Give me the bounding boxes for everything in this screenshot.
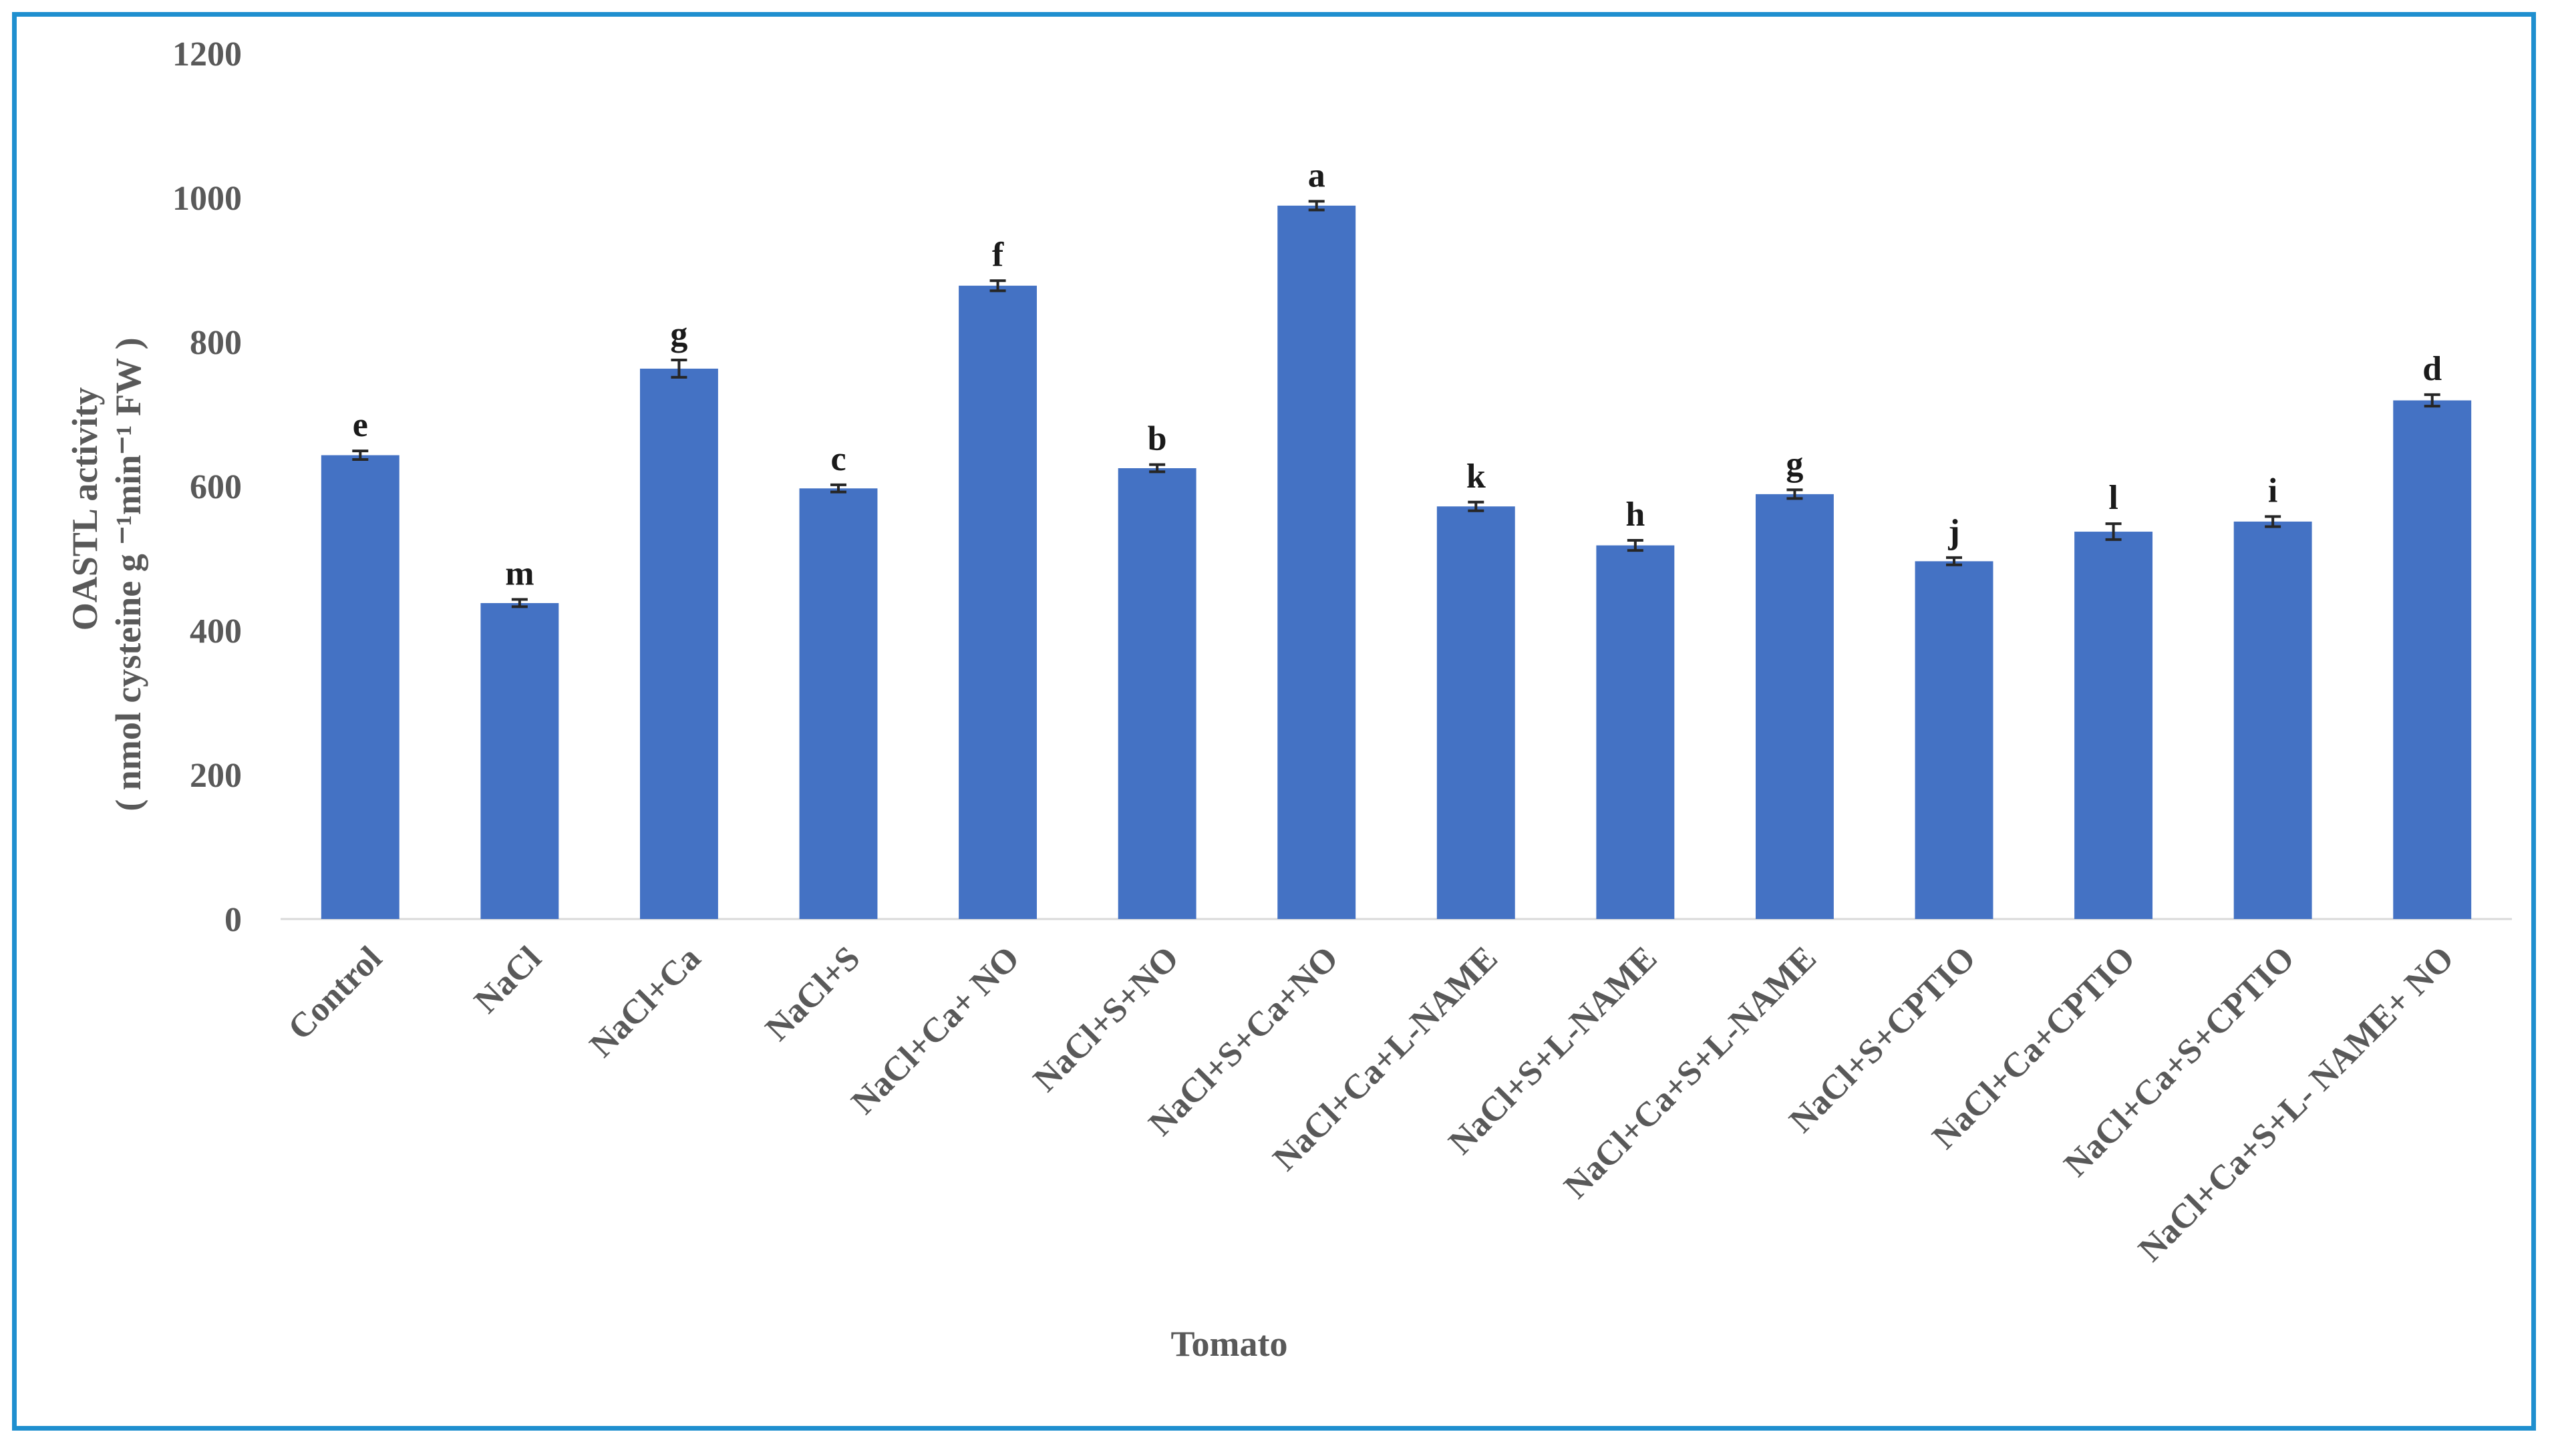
bar (959, 285, 1037, 919)
bar (2074, 532, 2153, 919)
significance-letter: k (1466, 458, 1486, 496)
significance-letter: d (2422, 350, 2442, 388)
category-label: NaCl+S+NO (1026, 939, 1186, 1099)
category-label: NaCl+Ca+ NO (844, 939, 1027, 1121)
bar (2233, 521, 2312, 919)
significance-letter: j (1947, 513, 1959, 551)
bar (2393, 400, 2472, 919)
bar (1277, 205, 1356, 919)
y-tick-label: 800 (190, 324, 242, 362)
significance-letter: b (1148, 420, 1167, 458)
category-label: NaCl+Ca+S+L- NAME+ NO (2131, 939, 2461, 1269)
bar (321, 455, 400, 919)
error-bar (1149, 463, 1166, 474)
error-bar (2105, 522, 2122, 541)
y-axis-title-line2: ( nmol cysteine g ⁻¹min⁻¹ FW ) (108, 337, 148, 811)
y-axis-title: OASTL activity ( nmol cysteine g ⁻¹min⁻¹… (65, 337, 148, 811)
bar (1436, 506, 1515, 919)
error-bar (1786, 488, 1803, 500)
error-bar (511, 598, 528, 608)
error-bar (830, 483, 846, 494)
error-bar (1627, 539, 1643, 552)
bar (799, 488, 878, 919)
significance-letter: e (353, 406, 368, 444)
error-bar (989, 279, 1006, 293)
chart-frame (12, 12, 2536, 1431)
error-bar (1946, 556, 1962, 566)
significance-letter: g (1786, 445, 1803, 483)
error-bar (1468, 500, 1484, 512)
category-label: Control (281, 939, 389, 1047)
y-tick-label: 600 (190, 468, 242, 506)
bar (639, 368, 718, 919)
error-bar (2265, 515, 2281, 528)
y-tick-label: 400 (190, 612, 242, 651)
significance-letter: l (2108, 479, 2118, 517)
bars (321, 205, 2472, 919)
significance-letter: a (1308, 156, 1325, 194)
error-bar (1308, 200, 1325, 212)
category-label: NaCl+Ca (583, 939, 708, 1065)
bar (480, 602, 559, 919)
significance-letter: h (1625, 496, 1645, 534)
significance-letter: g (670, 315, 687, 353)
category-label: NaCl+S (758, 939, 867, 1048)
error-bars (352, 200, 2440, 608)
y-tick-label: 1000 (172, 180, 242, 218)
significance-letters: e m g c f b a k h g j l i d (353, 156, 2442, 592)
error-bar (2424, 393, 2440, 408)
category-label: NaCl (467, 939, 548, 1021)
y-tick-label: 200 (190, 757, 242, 795)
bar (1755, 494, 1834, 919)
significance-letter: c (830, 440, 846, 478)
error-bar (352, 449, 369, 462)
y-axis-ticks: 0 200 400 600 800 1000 1200 (172, 35, 242, 939)
significance-letter: i (2268, 472, 2277, 510)
y-tick-label: 1200 (172, 35, 242, 73)
significance-letter: f (992, 236, 1004, 274)
bar (1915, 561, 1993, 919)
error-bar (671, 359, 687, 379)
bar (1596, 545, 1675, 919)
bar (1118, 468, 1196, 919)
y-axis-title-line1: OASTL activity (65, 387, 105, 631)
significance-letter: m (505, 555, 534, 593)
y-tick-label: 0 (224, 901, 242, 939)
x-axis-title: Tomato (1170, 1324, 1287, 1364)
